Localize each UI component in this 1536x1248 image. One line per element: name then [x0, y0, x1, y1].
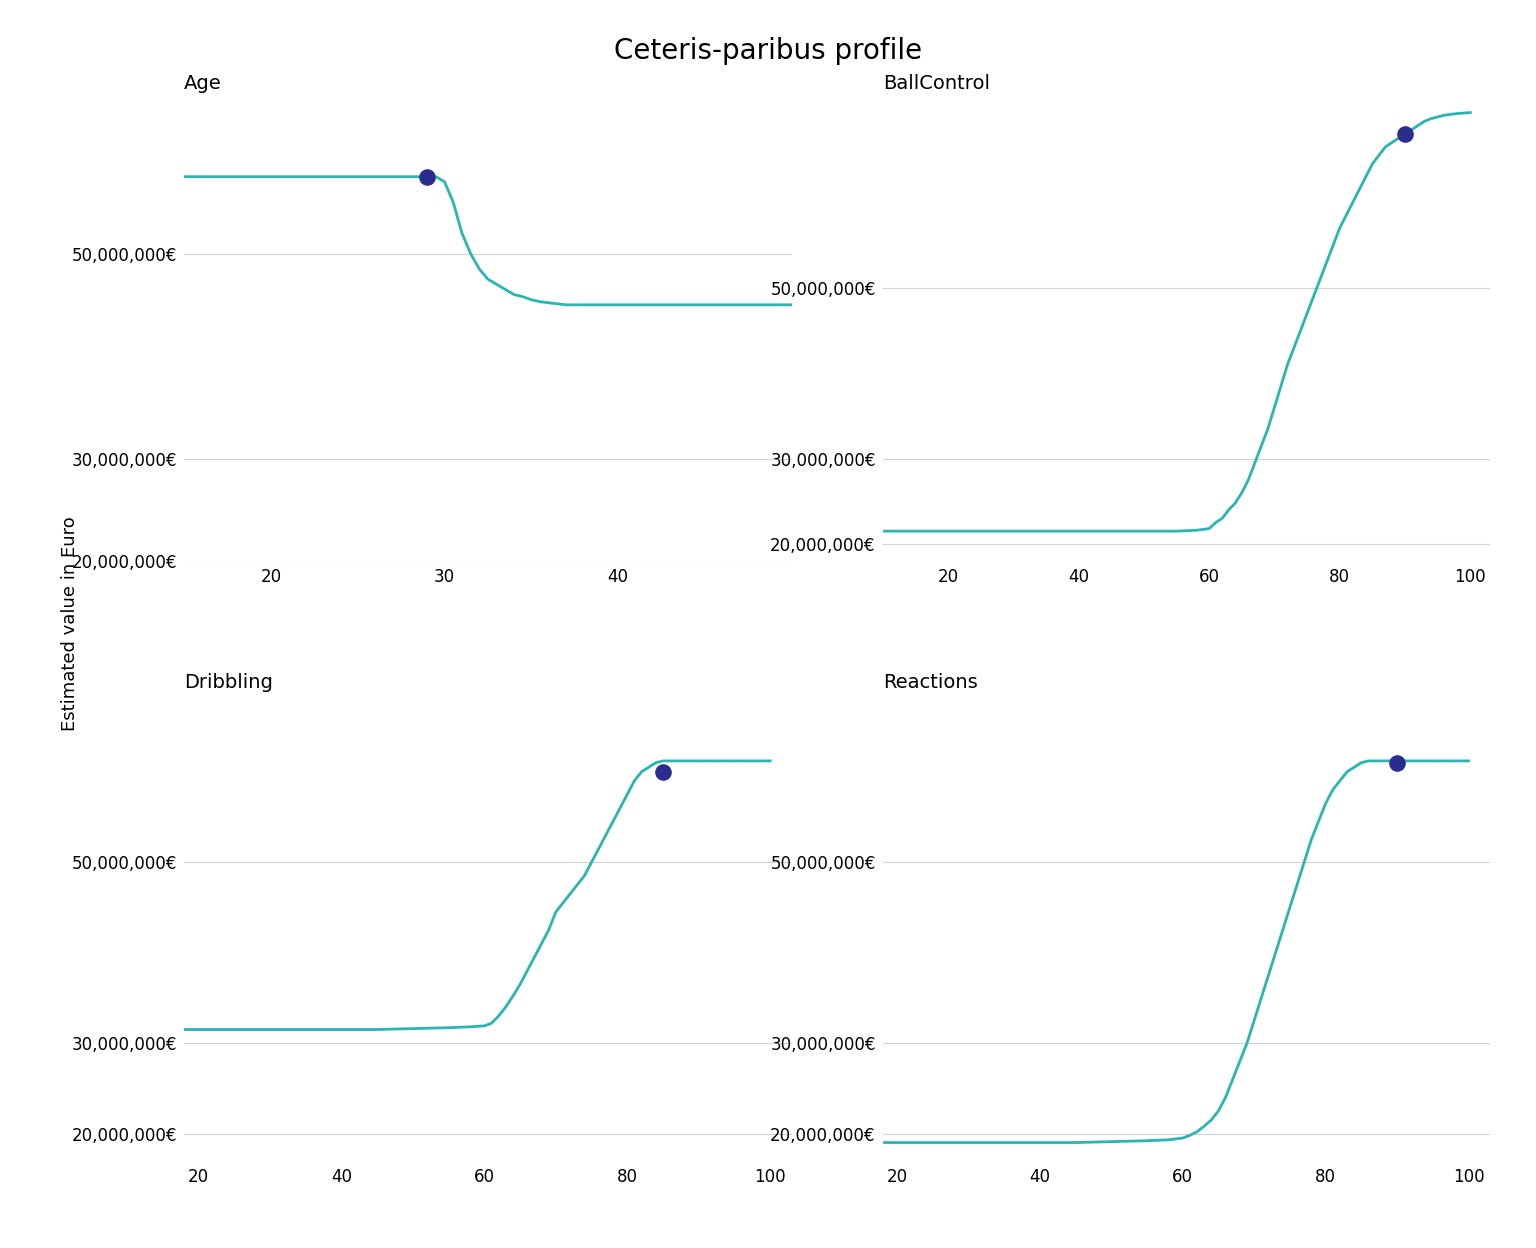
Text: Estimated value in Euro: Estimated value in Euro: [61, 517, 80, 731]
Point: [415, 167, 439, 187]
Point: [651, 761, 676, 781]
Text: Age: Age: [184, 74, 223, 92]
Text: Dribbling: Dribbling: [184, 674, 273, 693]
Point: [1393, 124, 1418, 144]
Text: BallControl: BallControl: [883, 74, 989, 92]
Text: Reactions: Reactions: [883, 674, 977, 693]
Text: Ceteris-paribus profile: Ceteris-paribus profile: [614, 37, 922, 65]
Point: [1385, 753, 1410, 773]
